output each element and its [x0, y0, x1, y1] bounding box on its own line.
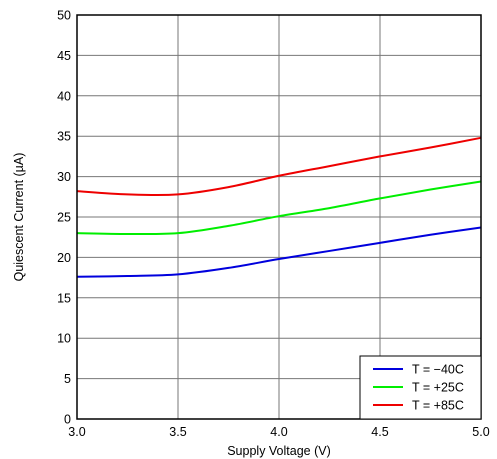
y-tick-label: 35: [57, 130, 71, 144]
y-tick-label: 40: [57, 89, 71, 103]
legend-label: T = +25C: [412, 381, 464, 395]
tick-labels: 3.0 3.5 4.0 4.5 5.0 0 5 10 15 20 25 30 35 40 45 50: [57, 9, 490, 440]
x-tick-label: 4.0: [270, 425, 287, 439]
legend-label: T = −40C: [412, 363, 464, 377]
series-line-2: [76, 180, 482, 236]
x-tick-label: 3.5: [169, 425, 186, 439]
x-tick-label: 3.0: [68, 425, 85, 439]
y-tick-label: 10: [57, 332, 71, 346]
x-tick-label: 4.5: [371, 425, 388, 439]
y-tick-label: 5: [64, 372, 71, 386]
series-layer: [76, 136, 482, 278]
series-line-3: [76, 136, 482, 197]
y-tick-label: 30: [57, 170, 71, 184]
y-tick-label: 50: [57, 9, 71, 23]
y-tick-label: 25: [57, 211, 71, 225]
legend: T = −40C T = +25C T = +85C: [359, 355, 482, 420]
y-tick-label: 15: [57, 291, 71, 305]
x-axis-label: Supply Voltage (V): [227, 444, 331, 458]
legend-label: T = +85C: [412, 399, 464, 413]
y-tick-label: 20: [57, 251, 71, 265]
x-tick-label: 5.0: [472, 425, 489, 439]
y-tick-label: 45: [57, 49, 71, 63]
plot-frame: [76, 14, 482, 420]
y-axis-label: Quiescent Current (µA): [12, 153, 26, 282]
series-line-1: [76, 226, 482, 278]
y-tick-label: 0: [64, 413, 71, 427]
